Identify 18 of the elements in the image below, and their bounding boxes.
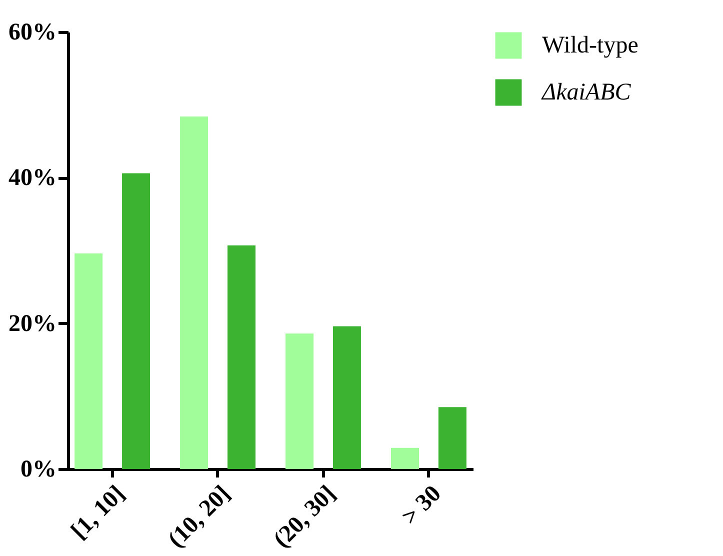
y-tick-label: 60% <box>8 20 56 46</box>
x-tick-label: (10, 20] <box>163 480 236 553</box>
bar <box>438 407 466 469</box>
legend-label: ΔkaiABC <box>541 80 632 106</box>
bar <box>332 326 361 469</box>
bar <box>286 334 314 469</box>
x-tick-label: [1, 10] <box>66 480 130 544</box>
bar <box>74 253 103 469</box>
x-tick-label: > 30 <box>397 480 446 530</box>
y-tick-label: 40% <box>8 165 56 192</box>
bar <box>180 116 208 469</box>
bar <box>227 245 256 469</box>
legend-label: Wild-type <box>542 32 638 58</box>
x-tick-label: (20, 30] <box>268 480 341 553</box>
bar <box>390 448 419 469</box>
y-tick-label: 20% <box>8 310 56 337</box>
y-tick-label: 0% <box>20 456 56 482</box>
bar <box>122 173 150 469</box>
